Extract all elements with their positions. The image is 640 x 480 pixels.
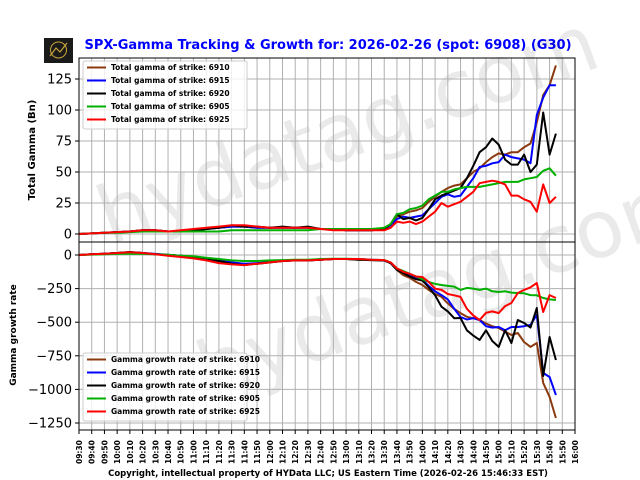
- legend-label: Total gamma of strike: 6905: [111, 102, 230, 111]
- x-tick-label: 13:30: [380, 440, 389, 464]
- x-tick-label: 13:20: [368, 440, 377, 464]
- x-tick-label: 11:10: [202, 440, 211, 464]
- y-tick-label: 50: [55, 166, 72, 181]
- y-tick-label: 0: [64, 228, 72, 243]
- x-tick-label: 13:00: [342, 440, 351, 464]
- legend: Total gamma of strike: 6910 Total gamma o…: [82, 60, 248, 130]
- x-tick-label: 13:40: [393, 440, 402, 464]
- x-tick-label: 13:50: [406, 440, 415, 464]
- x-tick-label: 09:50: [100, 440, 109, 464]
- y-tick-label: −500: [36, 316, 72, 331]
- x-tick-label: 15:50: [558, 440, 567, 464]
- x-tick-label: 09:40: [88, 440, 97, 464]
- chart-title: SPX-Gamma Tracking & Growth for: 2026-02…: [84, 38, 571, 53]
- x-tick-label: 11:40: [240, 440, 249, 464]
- x-tick-label: 15:10: [507, 440, 516, 464]
- x-tick-label: 15:30: [533, 440, 542, 464]
- legend-label: Gamma growth rate of strike: 6925: [111, 407, 260, 416]
- y-tick-label: −750: [36, 349, 72, 364]
- legend-label: Gamma growth rate of strike: 6915: [111, 368, 260, 377]
- legend-label: Total gamma of strike: 6915: [111, 76, 230, 85]
- series-line-6925: [78, 251, 557, 321]
- x-tick-label: 10:50: [177, 440, 186, 464]
- x-tick-label: 10:10: [126, 440, 135, 464]
- y-tick-label: 125: [47, 73, 72, 88]
- x-tick-label: 12:30: [304, 440, 313, 464]
- x-tick-label: 15:40: [546, 440, 555, 464]
- legend-label: Total gamma of strike: 6925: [111, 115, 230, 124]
- x-tick-label: 16:00: [571, 440, 580, 464]
- x-tick-label: 15:00: [495, 440, 504, 464]
- bottom-axes: 0 −250 −500 −750 −1000 −1250 Gamma growth rate…: [28, 241, 580, 464]
- logo: [44, 38, 73, 63]
- bottom-y-axis-label: Gamma growth rate: [9, 284, 19, 386]
- x-tick-label: 11:20: [215, 440, 224, 464]
- x-tick-label: 14:40: [469, 440, 478, 464]
- x-tick-label: 14:10: [431, 440, 440, 464]
- legend: Gamma growth rate of strike: 6910 Gamma g…: [82, 352, 260, 422]
- legend-label: Gamma growth rate of strike: 6920: [111, 381, 260, 390]
- x-tick-label: 14:00: [418, 440, 427, 464]
- y-tick-label: 100: [47, 104, 72, 119]
- x-tick-label: 12:40: [317, 440, 326, 464]
- x-tick-label: 14:50: [482, 440, 491, 464]
- x-tick-label: 11:50: [253, 440, 262, 464]
- x-tick-label: 10:00: [113, 440, 122, 464]
- x-tick-label: 12:00: [266, 440, 275, 464]
- legend-label: Total gamma of strike: 6910: [111, 63, 230, 72]
- legend-label: Gamma growth rate of strike: 6905: [111, 394, 260, 403]
- x-tick-label: 10:20: [139, 440, 148, 464]
- x-tick-label: 14:30: [457, 440, 466, 464]
- y-tick-label: −1250: [28, 417, 72, 432]
- legend-label: Gamma growth rate of strike: 6910: [111, 355, 260, 364]
- x-tick-label: 15:20: [520, 440, 529, 464]
- y-tick-label: 0: [64, 249, 72, 264]
- y-tick-label: −250: [36, 282, 72, 297]
- x-tick-label: 11:30: [228, 440, 237, 464]
- x-tick-label: 13:10: [355, 440, 364, 464]
- legend-label: Total gamma of strike: 6920: [111, 89, 230, 98]
- x-tick-label: 11:00: [189, 440, 198, 464]
- x-tick-label: 10:40: [164, 440, 173, 464]
- x-tick-label: 12:50: [329, 440, 338, 464]
- axes-frame: [78, 241, 576, 431]
- y-tick-label: 25: [55, 197, 72, 212]
- series-line-6925: [78, 179, 557, 235]
- footer-copyright: Copyright, intellectual property of HYDa…: [108, 469, 548, 479]
- x-tick-label: 14:20: [444, 440, 453, 464]
- x-tick-label: 12:20: [291, 440, 300, 464]
- y-tick-label: −1000: [28, 383, 72, 398]
- y-tick-label: 75: [55, 135, 72, 150]
- x-tick-label: 10:30: [151, 440, 160, 464]
- x-tick-label: 12:10: [278, 440, 287, 464]
- top-axes: 0 25 50 75 100 125 Total gamma of strike: 6910…: [47, 57, 576, 243]
- top-y-axis-label: Total Gamma (Bn): [27, 100, 38, 201]
- x-tick-label: 09:30: [75, 440, 84, 464]
